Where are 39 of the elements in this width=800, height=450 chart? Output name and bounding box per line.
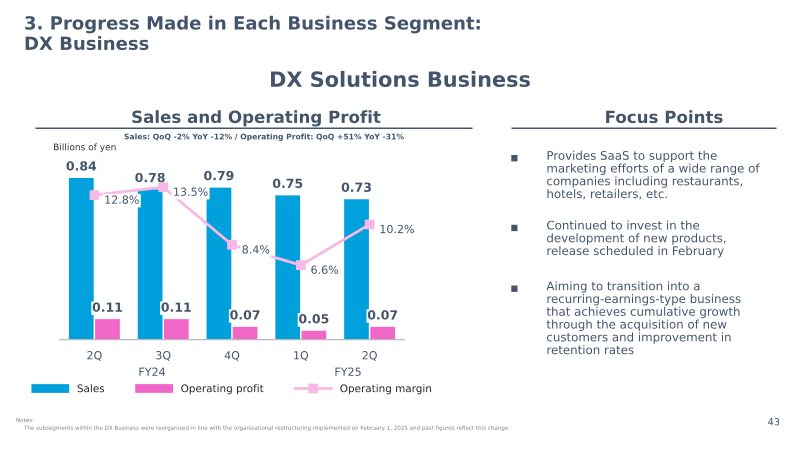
legend-label: Operating profit xyxy=(181,384,264,394)
chart-title: 3. Progress Made in Each Business Segment: DX Business xyxy=(25,16,480,50)
point xyxy=(296,260,306,270)
x-tick-label: 2Q xyxy=(87,351,102,361)
text: FY25 xyxy=(335,368,361,376)
data-label: 0.07 xyxy=(230,310,260,320)
text: Sales and Operating Profit xyxy=(132,110,381,126)
data-label: 0.75 xyxy=(272,178,302,188)
data-label: 10.2% xyxy=(380,224,414,234)
point xyxy=(227,240,237,250)
data-label: 6.6% xyxy=(311,266,338,274)
data-label: 8.4% xyxy=(242,245,270,254)
data-label: 0.05 xyxy=(299,314,328,324)
point xyxy=(158,182,168,192)
text: 43 xyxy=(768,418,780,426)
data-label: 0.11 xyxy=(161,302,191,312)
text: FY24 xyxy=(139,368,166,376)
data-label: 12.8% xyxy=(105,195,139,204)
data-label: 0.78 xyxy=(135,172,165,182)
data-label: 0.11 xyxy=(92,302,122,312)
y-axis-title: Billions of yen xyxy=(54,143,116,152)
data-label: 13.5% xyxy=(174,188,208,196)
x-tick-label: 4Q xyxy=(224,351,240,361)
legend-label: Operating margin xyxy=(340,384,432,394)
x-tick-label: 1Q xyxy=(294,351,308,361)
data-label: 0.73 xyxy=(342,182,371,192)
text: Continued to invest in the development of new products, release scheduled in February xyxy=(547,220,726,258)
data-label: 0.84 xyxy=(66,161,96,171)
x-tick-label: 3Q xyxy=(156,351,170,361)
point xyxy=(90,190,100,200)
chart-subtitle: DX Solutions Business xyxy=(271,70,530,88)
point xyxy=(364,220,374,230)
x-tick-label: 2Q xyxy=(362,351,377,361)
text: Focus Points xyxy=(606,110,723,124)
legend-label: Sales xyxy=(78,384,104,392)
text: Aiming to transition into a recurring-earnings-type business that achieves cumulative growth through the acquisition of new customers and improvement in retention rates xyxy=(546,281,741,354)
text: Provides SaaS to support the marketing efforts of a wide range of companies including restaurants, hotels, retailers, etc. xyxy=(547,150,760,200)
data-label: 0.79 xyxy=(204,170,234,180)
data-label: 0.07 xyxy=(368,310,398,320)
